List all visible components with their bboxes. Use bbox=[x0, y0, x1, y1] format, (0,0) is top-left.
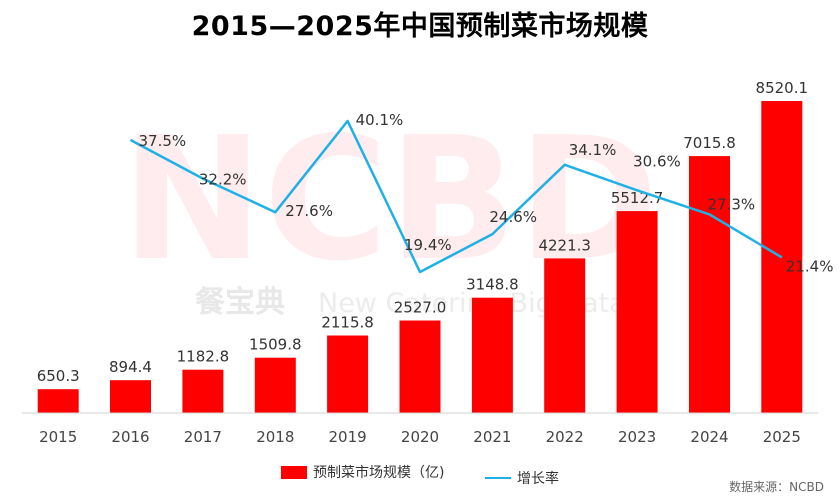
rate-label-2020: 19.4% bbox=[404, 236, 452, 254]
rate-label-2024: 27.3% bbox=[708, 195, 756, 213]
bar-series: 650.3 894.4 1182.8 1509.8 2115.8 2527.0 3148.8… bbox=[37, 79, 808, 413]
rate-label-2018: 27.6% bbox=[285, 202, 333, 220]
rate-label-2022: 34.1% bbox=[569, 141, 617, 159]
bar-2023 bbox=[616, 211, 658, 413]
bar-2024 bbox=[689, 156, 730, 413]
bar-2022 bbox=[544, 258, 586, 413]
x-tick-2022: 2022 bbox=[546, 428, 584, 446]
chart-title: 2015—2025年中国预制菜市场规模 bbox=[191, 11, 649, 42]
rate-label-2025: 21.4% bbox=[786, 257, 834, 275]
legend-label-growth-rate: 增长率 bbox=[516, 470, 559, 487]
source-note: 数据来源：NCBD bbox=[729, 480, 824, 494]
x-tick-2021: 2021 bbox=[473, 428, 511, 446]
bar-2016 bbox=[110, 380, 151, 413]
bar-label-2022: 4221.3 bbox=[538, 236, 591, 254]
legend: 预制菜市场规模（亿) 增长率 bbox=[0, 462, 840, 488]
x-tick-2017: 2017 bbox=[184, 428, 222, 446]
growth-rate-line bbox=[129, 119, 783, 274]
bar-2017 bbox=[182, 369, 224, 413]
bar-2021 bbox=[471, 297, 513, 413]
rate-label-2021: 24.6% bbox=[489, 208, 537, 226]
legend-item-growth-rate: 增长率 bbox=[484, 468, 559, 488]
rate-label-2017: 32.2% bbox=[199, 171, 247, 189]
bar-2019 bbox=[327, 335, 369, 413]
bar-2015 bbox=[37, 389, 79, 413]
rate-label-2023: 30.6% bbox=[633, 152, 681, 170]
bar-label-2016: 894.4 bbox=[109, 358, 152, 376]
bar-label-2018: 1509.8 bbox=[249, 336, 302, 354]
rate-label-2016: 37.5% bbox=[139, 132, 187, 150]
x-tick-2018: 2018 bbox=[256, 428, 294, 446]
bar-label-2020: 2527.0 bbox=[394, 299, 447, 317]
bar-label-2024: 7015.8 bbox=[683, 134, 736, 152]
x-tick-2020: 2020 bbox=[401, 428, 439, 446]
growth-rate-series: 37.5% 32.2% 27.6% 40.1% 19.4% 24.6% 34.1% 30.6%… bbox=[129, 111, 834, 275]
legend-swatch-line bbox=[484, 476, 511, 479]
bar-2018 bbox=[254, 357, 296, 413]
watermark-cn: 餐宝典 bbox=[195, 285, 285, 320]
legend-item-market-size: 预制菜市场规模（亿) bbox=[281, 462, 445, 482]
x-tick-2016: 2016 bbox=[111, 428, 149, 446]
x-tick-2015: 2015 bbox=[39, 428, 77, 446]
bar-label-2021: 3148.8 bbox=[466, 276, 519, 294]
x-tick-2024: 2024 bbox=[690, 428, 728, 446]
bar-label-2025: 8520.1 bbox=[756, 79, 809, 97]
bar-2020 bbox=[399, 320, 441, 413]
bar-label-2015: 650.3 bbox=[37, 367, 80, 385]
x-tick-2019: 2019 bbox=[329, 428, 367, 446]
x-tick-2023: 2023 bbox=[618, 428, 656, 446]
bar-label-2019: 2115.8 bbox=[321, 314, 374, 332]
bar-label-2017: 1182.8 bbox=[177, 348, 230, 366]
legend-swatch-bar bbox=[281, 465, 308, 479]
legend-label-market-size: 预制菜市场规模（亿) bbox=[313, 465, 445, 481]
x-tick-2025: 2025 bbox=[763, 428, 801, 446]
rate-label-2019: 40.1% bbox=[356, 111, 404, 129]
x-axis-ticks: 2015 2016 2017 2018 2019 2020 2021 2022 2023 2024… bbox=[39, 428, 801, 446]
bar-label-2023: 5512.7 bbox=[611, 189, 664, 207]
